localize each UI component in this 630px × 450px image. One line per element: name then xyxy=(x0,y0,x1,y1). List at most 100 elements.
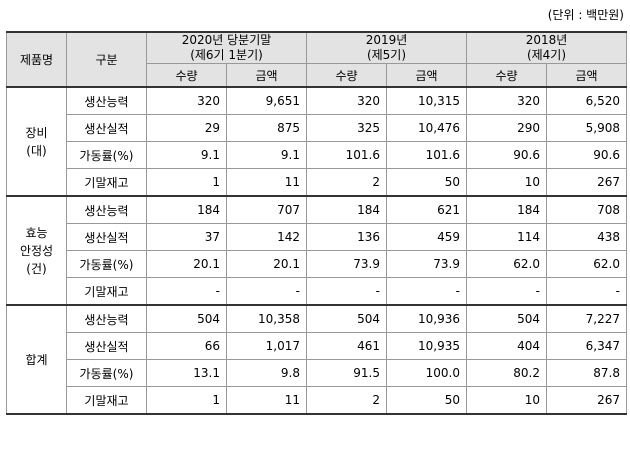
value-cell: 73.9 xyxy=(306,250,387,278)
value-cell: 11 xyxy=(226,386,307,415)
table-row: 효능 안정성 (건) 생산능력 184 707 184 621 184 708 xyxy=(6,195,627,306)
table-row: 가동률(%) 9.1 9.1 101.6 101.6 90.6 90.6 xyxy=(7,141,627,169)
value-cell: 101.6 xyxy=(306,141,387,169)
table-body: 장비 (대) 생산능력 320 9,651 320 10,315 320 6,520 생산실적 29… xyxy=(6,86,627,415)
value-cell: 73.9 xyxy=(386,250,467,278)
row-label-cell: 기말재고 xyxy=(66,277,147,306)
value-cell: 90.6 xyxy=(466,141,547,169)
value-cell: 10 xyxy=(466,386,547,415)
col-category-header: 구분 xyxy=(66,31,147,88)
value-cell: 184 xyxy=(306,195,387,224)
group-name-line: 안정성 xyxy=(19,243,54,258)
value-cell: 1,017 xyxy=(226,332,307,360)
amt-header: 금액 xyxy=(546,63,627,88)
value-cell: - xyxy=(546,277,627,306)
value-cell: 136 xyxy=(306,223,387,251)
value-cell: 267 xyxy=(546,168,627,197)
group-name-line: (건) xyxy=(26,261,47,276)
value-cell: 707 xyxy=(226,195,307,224)
row-label-cell: 가동률(%) xyxy=(66,141,147,169)
value-cell: 142 xyxy=(226,223,307,251)
table-row: 기말재고 1 11 2 50 10 267 xyxy=(7,386,627,415)
qty-header: 수량 xyxy=(146,63,227,88)
group-name-cell: 장비 (대) xyxy=(6,86,67,197)
row-label-cell: 기말재고 xyxy=(66,168,147,197)
table-row: 합계 생산능력 504 10,358 504 10,936 504 7,227 xyxy=(6,304,627,415)
value-cell: 10,936 xyxy=(386,304,467,333)
value-cell: 100.0 xyxy=(386,359,467,387)
value-cell: 114 xyxy=(466,223,547,251)
value-cell: 184 xyxy=(466,195,547,224)
value-cell: 184 xyxy=(146,195,227,224)
value-cell: 461 xyxy=(306,332,387,360)
value-cell: 10,476 xyxy=(386,114,467,142)
period-header-2019: 2019년 (제5기) xyxy=(306,31,467,64)
value-cell: 80.2 xyxy=(466,359,547,387)
group-name-line: 합계 xyxy=(25,352,48,367)
value-cell: 20.1 xyxy=(226,250,307,278)
value-cell: 91.5 xyxy=(306,359,387,387)
value-cell: 13.1 xyxy=(146,359,227,387)
table-row: 생산실적 29 875 325 10,476 290 5,908 xyxy=(7,114,627,142)
group-name-line: 장비 xyxy=(25,125,48,140)
group-name-line: (대) xyxy=(26,143,47,158)
value-cell: 459 xyxy=(386,223,467,251)
value-cell: 504 xyxy=(146,304,227,333)
qty-header: 수량 xyxy=(466,63,547,88)
value-cell: 438 xyxy=(546,223,627,251)
value-cell: 9,651 xyxy=(226,86,307,115)
row-label-cell: 생산능력 xyxy=(66,304,147,333)
row-label-cell: 생산실적 xyxy=(66,114,147,142)
row-label-cell: 가동률(%) xyxy=(66,359,147,387)
value-cell: - xyxy=(306,277,387,306)
table-row: 가동률(%) 20.1 20.1 73.9 73.9 62.0 62.0 xyxy=(7,250,627,278)
value-cell: 10,935 xyxy=(386,332,467,360)
value-cell: 325 xyxy=(306,114,387,142)
row-label-cell: 기말재고 xyxy=(66,386,147,415)
value-cell: 62.0 xyxy=(466,250,547,278)
value-cell: 320 xyxy=(466,86,547,115)
value-cell: 10,358 xyxy=(226,304,307,333)
value-cell: - xyxy=(226,277,307,306)
period-header-2020: 2020년 당분기말 (제6기 1분기) xyxy=(146,31,307,64)
qty-header: 수량 xyxy=(306,63,387,88)
value-cell: 11 xyxy=(226,168,307,197)
value-cell: 5,908 xyxy=(546,114,627,142)
value-cell: 50 xyxy=(386,386,467,415)
value-cell: 66 xyxy=(146,332,227,360)
table-row: 생산실적 37 142 136 459 114 438 xyxy=(7,223,627,251)
value-cell: 87.8 xyxy=(546,359,627,387)
value-cell: 9.1 xyxy=(146,141,227,169)
table-row: 장비 (대) 생산능력 320 9,651 320 10,315 320 6,520 xyxy=(6,86,627,197)
col-product-header: 제품명 xyxy=(6,31,67,88)
value-cell: 62.0 xyxy=(546,250,627,278)
value-cell: 875 xyxy=(226,114,307,142)
production-table: 제품명 구분 2020년 당분기말 (제6기 1분기) 2019년 (제5기) … xyxy=(6,31,627,415)
value-cell: 6,347 xyxy=(546,332,627,360)
value-cell: 290 xyxy=(466,114,547,142)
period-header-2018: 2018년 (제4기) xyxy=(466,31,627,64)
value-cell: 320 xyxy=(146,86,227,115)
amt-header: 금액 xyxy=(386,63,467,88)
value-cell: 267 xyxy=(546,386,627,415)
value-cell: - xyxy=(386,277,467,306)
value-cell: 9.1 xyxy=(226,141,307,169)
row-label-cell: 생산능력 xyxy=(66,195,147,224)
value-cell: 708 xyxy=(546,195,627,224)
value-cell: - xyxy=(466,277,547,306)
group-name-line: 효능 xyxy=(25,225,48,240)
value-cell: 504 xyxy=(306,304,387,333)
value-cell: 50 xyxy=(386,168,467,197)
value-cell: 621 xyxy=(386,195,467,224)
value-cell: 2 xyxy=(306,168,387,197)
value-cell: - xyxy=(146,277,227,306)
table-row: 가동률(%) 13.1 9.8 91.5 100.0 80.2 87.8 xyxy=(7,359,627,387)
value-cell: 10,315 xyxy=(386,86,467,115)
value-cell: 9.8 xyxy=(226,359,307,387)
value-cell: 504 xyxy=(466,304,547,333)
value-cell: 10 xyxy=(466,168,547,197)
table-row: 생산실적 66 1,017 461 10,935 404 6,347 xyxy=(7,332,627,360)
value-cell: 20.1 xyxy=(146,250,227,278)
